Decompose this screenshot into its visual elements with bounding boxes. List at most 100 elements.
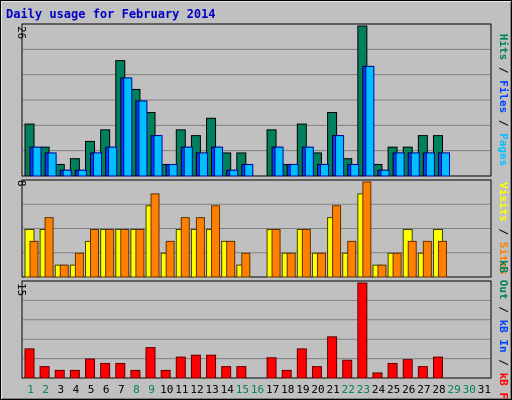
bar-kbf-day-14 <box>221 366 232 379</box>
x-tick-label-day-5: 5 <box>88 383 95 396</box>
legend-separator: / <box>497 60 510 80</box>
bar-sites-day-13 <box>211 205 221 278</box>
x-tick-label-day-27: 27 <box>417 383 430 396</box>
bar-sites-day-23 <box>362 181 372 278</box>
x-tick-label-day-4: 4 <box>73 383 80 396</box>
legend-separator: / <box>497 113 510 133</box>
bar-pages-day-9 <box>153 135 163 177</box>
bar-sites-day-2 <box>44 217 54 278</box>
bar-pages-day-14 <box>229 169 239 177</box>
bar-sites-day-21 <box>332 205 342 278</box>
bar-pages-day-1 <box>32 146 42 177</box>
bar-pages-day-28 <box>440 152 450 177</box>
bar-kbf-day-28 <box>432 356 443 379</box>
x-tick-label-day-23: 23 <box>357 383 370 396</box>
x-tick-label-day-13: 13 <box>205 383 218 396</box>
bar-pages-day-22 <box>350 163 360 177</box>
x-tick-label-day-15: 15 <box>236 383 249 396</box>
bar-sites-day-22 <box>347 240 357 278</box>
bar-sites-day-20 <box>316 252 326 278</box>
bar-sites-day-27 <box>422 240 432 278</box>
bar-pages-day-4 <box>77 169 87 177</box>
x-tick-label-day-11: 11 <box>175 383 188 396</box>
bar-pages-day-7 <box>123 77 133 177</box>
bar-pages-day-11 <box>183 146 193 177</box>
bar-sites-day-12 <box>195 217 205 278</box>
bar-kbf-day-22 <box>342 359 353 379</box>
legend-hits: Hits <box>497 34 510 61</box>
bar-sites-day-6 <box>105 229 115 278</box>
bar-kbf-day-12 <box>190 354 201 379</box>
bar-kbf-day-10 <box>160 369 171 379</box>
bar-sites-day-26 <box>407 240 417 278</box>
bar-pages-day-2 <box>47 152 57 177</box>
bar-sites-day-24 <box>377 264 387 278</box>
bar-kbf-day-13 <box>206 354 217 379</box>
x-tick-label-day-25: 25 <box>387 383 400 396</box>
chart-title: Daily usage for February 2014 <box>6 7 216 21</box>
bar-kbf-day-4 <box>69 369 80 379</box>
bar-pages-day-19 <box>304 146 314 177</box>
x-tick-label-day-17: 17 <box>266 383 279 396</box>
bar-sites-day-9 <box>150 193 160 278</box>
bar-sites-day-15 <box>241 252 251 278</box>
bar-pages-day-12 <box>198 152 208 177</box>
bar-kbf-day-3 <box>54 369 65 379</box>
legend-sites: Sites <box>497 242 510 275</box>
x-tick-label-day-8: 8 <box>133 383 140 396</box>
bar-pages-day-13 <box>214 146 224 177</box>
bar-sites-day-17 <box>271 229 281 278</box>
bar-kbf-day-5 <box>85 358 96 379</box>
x-tick-label-day-14: 14 <box>221 383 235 396</box>
bar-sites-day-5 <box>90 229 100 278</box>
bar-sites-day-7 <box>120 229 130 278</box>
x-tick-label-day-21: 21 <box>327 383 340 396</box>
bar-pages-day-18 <box>289 163 299 177</box>
bar-pages-day-10 <box>168 163 178 177</box>
bar-pages-day-24 <box>380 169 390 177</box>
bar-pages-day-20 <box>319 163 329 177</box>
y-max-label: 15 <box>15 283 28 296</box>
bar-kbf-day-19 <box>296 348 307 379</box>
bar-sites-day-11 <box>180 217 190 278</box>
y-max-label: 26 <box>15 26 28 39</box>
bar-pages-day-27 <box>425 152 435 177</box>
legend-kb-out: kB Out <box>497 260 510 300</box>
bar-kbf-day-17 <box>266 357 277 379</box>
x-tick-label-day-16: 16 <box>251 383 264 396</box>
bar-kbf-day-2 <box>39 366 50 379</box>
bar-kbf-day-8 <box>130 369 141 379</box>
bar-kbf-day-21 <box>327 336 338 379</box>
bar-kbf-day-6 <box>100 362 111 379</box>
legend-files: Files <box>497 80 510 113</box>
x-tick-label-day-7: 7 <box>118 383 125 396</box>
bar-pages-day-26 <box>410 152 420 177</box>
x-tick-label-day-19: 19 <box>296 383 309 396</box>
side-legend: Hits / Files / Pages <box>497 34 510 167</box>
bar-pages-day-15 <box>244 163 254 177</box>
legend-kb-f: kB F <box>497 373 510 400</box>
bar-kbf-day-7 <box>115 362 126 379</box>
legend-pages: Pages <box>497 133 510 166</box>
x-tick-label-day-9: 9 <box>148 383 155 396</box>
x-tick-label-day-24: 24 <box>372 383 386 396</box>
legend-separator: / <box>497 353 510 373</box>
bar-sites-day-28 <box>437 240 447 278</box>
bar-pages-day-23 <box>365 65 375 177</box>
bar-sites-day-14 <box>226 240 236 278</box>
bar-pages-day-8 <box>138 100 148 177</box>
x-tick-label-day-10: 10 <box>160 383 173 396</box>
bar-sites-day-3 <box>59 264 69 278</box>
bar-pages-day-5 <box>93 152 103 177</box>
x-tick-label-day-26: 26 <box>402 383 415 396</box>
bar-pages-day-25 <box>395 152 405 177</box>
x-tick-label-day-31: 31 <box>478 383 491 396</box>
bar-sites-day-19 <box>301 229 311 278</box>
bar-sites-day-10 <box>165 240 175 278</box>
bar-pages-day-21 <box>335 135 345 177</box>
x-tick-label-day-28: 28 <box>432 383 445 396</box>
bar-kbf-day-18 <box>281 369 292 379</box>
bar-kbf-day-25 <box>387 362 398 379</box>
bar-kbf-day-1 <box>24 348 35 379</box>
bar-pages-day-3 <box>62 169 72 177</box>
